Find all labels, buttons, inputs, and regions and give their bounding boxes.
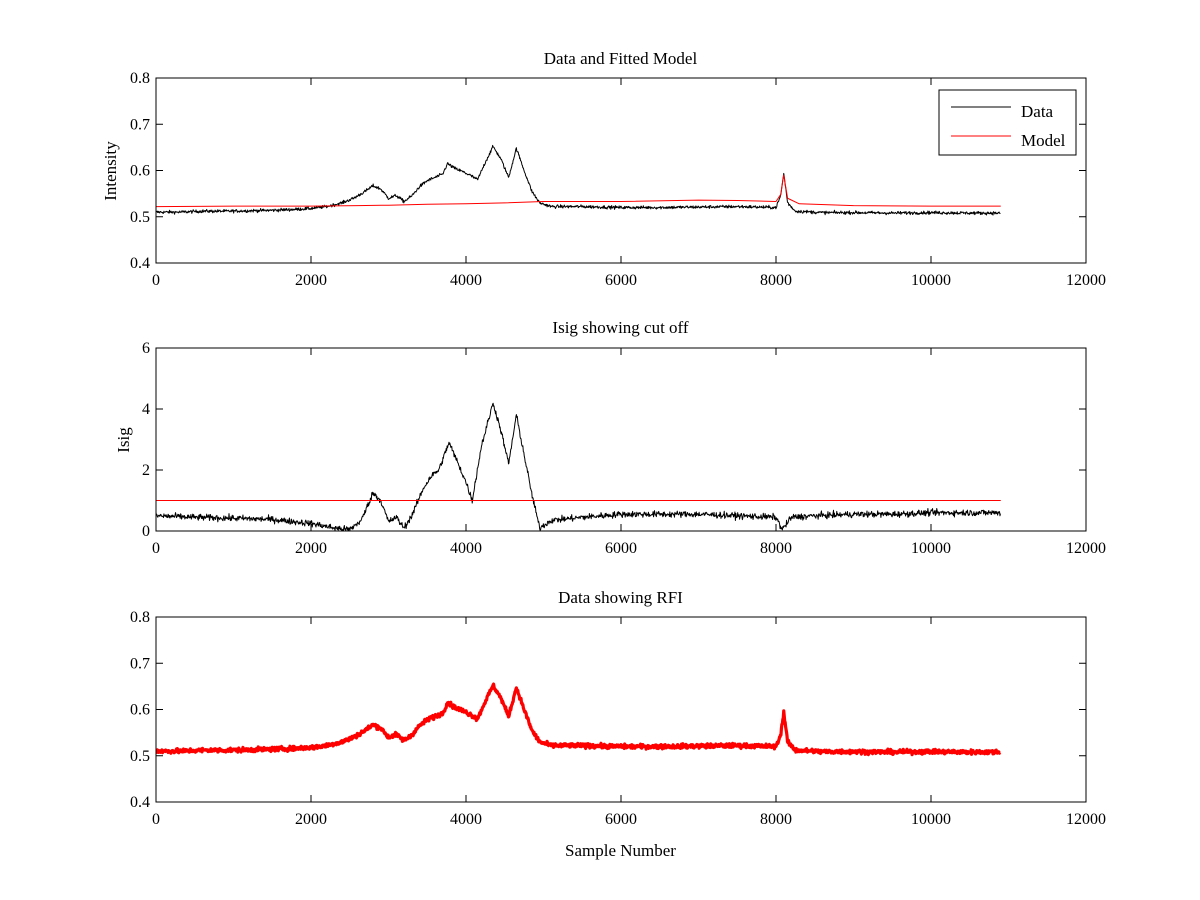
subplot-2-ylabel: Isig	[114, 427, 133, 453]
x-tick-label: 0	[152, 811, 160, 828]
x-tick-label: 2000	[295, 272, 327, 289]
subplot-3-title: Data showing RFI	[558, 588, 683, 607]
y-tick-label: 0.5	[130, 748, 150, 765]
y-tick-label: 2	[142, 462, 150, 479]
y-tick-label: 4	[142, 401, 150, 418]
series-line-model	[156, 174, 1001, 208]
y-tick-label: 0.4	[130, 794, 150, 811]
x-tick-label: 10000	[911, 272, 951, 289]
series-line-data	[156, 144, 1001, 216]
y-tick-label: 0.8	[130, 609, 150, 626]
series-group	[156, 144, 1001, 216]
x-tick-label: 8000	[760, 540, 792, 557]
x-tick-label: 4000	[450, 811, 482, 828]
subplot-2-title: Isig showing cut off	[552, 318, 688, 337]
subplot-1-title: Data and Fitted Model	[544, 49, 698, 68]
series-line-1	[156, 682, 1002, 757]
series-line-1	[156, 402, 1001, 531]
x-tick-label: 2000	[295, 540, 327, 557]
y-tick-label: 0.7	[130, 116, 150, 133]
subplot-3-plot-area: 0 2000 4000 6000 8000 10000 12000 0.4 0.5 0.6 0.7 0…	[130, 609, 1106, 828]
y-tick-label: 0.6	[130, 163, 150, 180]
series-group	[156, 402, 1001, 531]
legend: Data Model	[938, 89, 1077, 156]
subplot-data-and-fitted-model: Data and Fitted Model Intensity 0 2000 400…	[101, 49, 1106, 289]
x-tick-label: 0	[152, 540, 160, 557]
x-tick-label: 12000	[1066, 811, 1106, 828]
y-tick-label: 0	[142, 523, 150, 540]
series-group	[156, 682, 1002, 757]
x-tick-label: 12000	[1066, 540, 1106, 557]
subplot-1-plot-area: 0 2000 4000 6000 8000 10000 12000 0.4 0.5 0.6 0.7 0…	[130, 70, 1106, 289]
x-tick-label: 6000	[605, 272, 637, 289]
subplot-2-plot-area: 0 2000 4000 6000 8000 10000 12000 0 2 4 6	[142, 340, 1106, 557]
y-tick-label: 6	[142, 340, 150, 357]
y-tick-label: 0.6	[130, 702, 150, 719]
y-tick-label: 0.7	[130, 655, 150, 672]
legend-box	[938, 89, 1077, 156]
x-tick-label: 4000	[450, 540, 482, 557]
x-tick-label: 0	[152, 272, 160, 289]
x-tick-label: 10000	[911, 540, 951, 557]
x-tick-label: 8000	[760, 272, 792, 289]
x-tick-label: 8000	[760, 811, 792, 828]
x-tick-label: 6000	[605, 540, 637, 557]
y-tick-label: 0.5	[130, 209, 150, 226]
subplot-3-xlabel: Sample Number	[565, 841, 676, 860]
x-tick-label: 10000	[911, 811, 951, 828]
legend-label-model: Model	[1021, 131, 1066, 150]
y-tick-label: 0.4	[130, 255, 150, 272]
legend-label-data: Data	[1021, 102, 1054, 121]
y-tick-label: 0.8	[130, 70, 150, 87]
subplot-1-ylabel: Intensity	[101, 141, 120, 201]
x-tick-label: 6000	[605, 811, 637, 828]
x-tick-label: 2000	[295, 811, 327, 828]
x-tick-label: 4000	[450, 272, 482, 289]
subplot-data-showing-rfi: Data showing RFI Sample Number 0 2000 4000…	[130, 588, 1106, 860]
subplot-isig-showing-cut-off: Isig showing cut off Isig 0 2000 4000 6000 8…	[114, 318, 1106, 557]
x-tick-label: 12000	[1066, 272, 1106, 289]
